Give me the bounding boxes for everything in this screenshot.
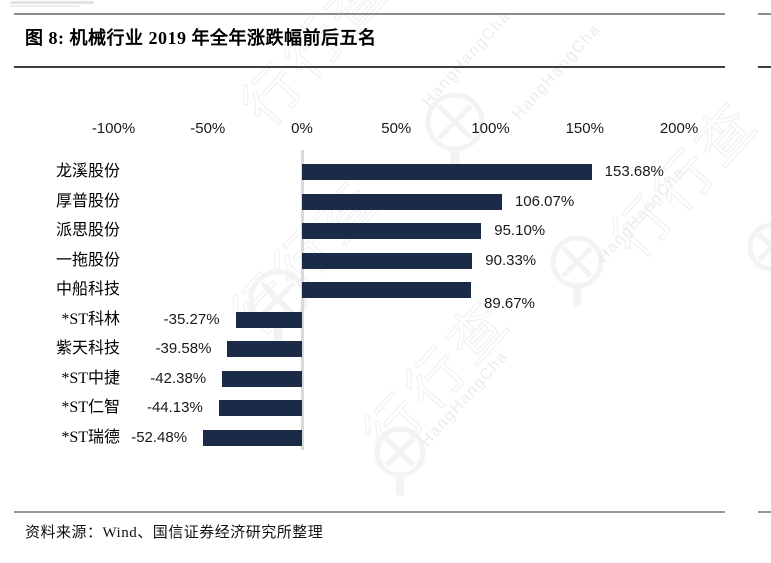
- category-label: 中船科技: [55, 281, 120, 298]
- title-top-rule-edge-segment: [758, 13, 771, 15]
- bar-negative: [203, 429, 302, 446]
- bar-negative: [218, 400, 302, 416]
- page-corner-artifact: [10, 1, 94, 4]
- bar-negative: [235, 311, 302, 328]
- value-label: -44.13%: [146, 399, 203, 416]
- x-tick-label: 0%: [291, 120, 313, 137]
- footer-rule-edge-segment: [758, 511, 771, 513]
- value-label: -42.38%: [150, 369, 207, 387]
- bar-negative: [222, 370, 302, 387]
- category-label: 紫天科技: [55, 340, 120, 357]
- source-note: 资料来源：Wind、国信证券经济研究所整理: [25, 525, 324, 541]
- title-top-rule: [14, 13, 725, 15]
- category-label: 龙溪股份: [55, 163, 120, 180]
- category-label: *ST瑞德: [61, 428, 120, 446]
- x-tick-label: -100%: [91, 120, 136, 137]
- value-label: 95.10%: [494, 222, 546, 239]
- bar-negative: [227, 341, 302, 357]
- category-label: *ST科林: [61, 310, 120, 328]
- value-label: -35.27%: [163, 310, 220, 328]
- value-label: -39.58%: [155, 340, 212, 357]
- category-label: *ST仁智: [61, 399, 120, 416]
- category-label: 派思股份: [55, 222, 120, 239]
- category-label: *ST中捷: [61, 369, 120, 387]
- bar-positive: [302, 193, 502, 210]
- title-bottom-rule-edge-segment: [758, 66, 771, 68]
- bar-positive: [302, 164, 592, 180]
- bar-positive: [302, 223, 482, 239]
- x-tick-label: 100%: [471, 120, 510, 137]
- x-tick-label: 150%: [565, 120, 604, 137]
- value-label: 89.67%: [484, 295, 535, 312]
- bar-positive: [302, 252, 473, 269]
- value-label: 90.33%: [485, 251, 537, 269]
- value-label: 153.68%: [604, 163, 664, 180]
- category-label: 厚普股份: [55, 192, 120, 210]
- value-label: -52.48%: [131, 428, 188, 446]
- bar-positive: [302, 282, 472, 298]
- figure-title: 图 8: 机械行业 2019 年全年涨跌幅前后五名: [25, 28, 377, 48]
- footer-rule: [14, 511, 725, 513]
- x-tick-label: 200%: [659, 120, 699, 137]
- page-corner-artifact: [10, 5, 80, 7]
- x-tick-label: -50%: [190, 120, 226, 137]
- title-bottom-rule: [14, 66, 725, 68]
- x-tick-label: 50%: [381, 120, 412, 137]
- category-label: 一拖股份: [55, 251, 120, 269]
- value-label: 106.07%: [514, 192, 575, 210]
